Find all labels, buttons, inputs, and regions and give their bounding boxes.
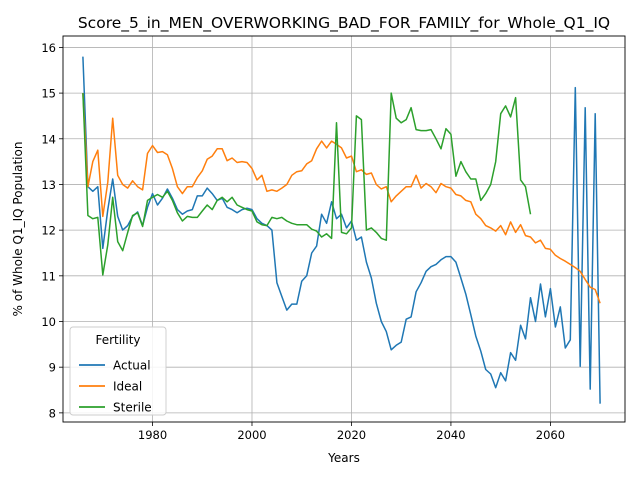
x-axis-label: Years bbox=[327, 451, 360, 465]
legend-title: Fertility bbox=[95, 333, 140, 347]
x-tick-label: 2000 bbox=[237, 428, 266, 442]
y-axis-label: % of Whole Q1_IQ Population bbox=[11, 142, 25, 317]
plot-area-frame bbox=[62, 35, 626, 423]
y-tick-label: 9 bbox=[49, 361, 56, 375]
y-tick-label: 13 bbox=[41, 178, 56, 192]
x-tick-label: 2060 bbox=[536, 428, 565, 442]
legend-box bbox=[69, 326, 167, 416]
chart-title: Score_5_in_MEN_OVERWORKING_BAD_FOR_FAMIL… bbox=[78, 14, 610, 33]
x-tick-label: 2020 bbox=[337, 428, 366, 442]
y-tick-label: 14 bbox=[41, 132, 56, 146]
axis-ticks: 1980 2000 2020 2040 2060 8 9 10 11 12 13 14 15 16 bbox=[41, 41, 565, 442]
x-tick-label: 1980 bbox=[138, 428, 167, 442]
series-lines bbox=[82, 56, 601, 404]
y-tick-label: 15 bbox=[41, 87, 56, 101]
legend-label-actual: Actual bbox=[113, 359, 151, 373]
y-tick-label: 10 bbox=[41, 315, 56, 329]
y-tick-label: 11 bbox=[41, 269, 56, 283]
x-tick-label: 2040 bbox=[436, 428, 465, 442]
y-tick-label: 8 bbox=[49, 406, 56, 420]
y-tick-label: 12 bbox=[41, 224, 56, 238]
series-line-actual bbox=[82, 56, 601, 404]
legend: Fertility Actual Ideal Sterile bbox=[69, 326, 167, 416]
series-line-sterile bbox=[82, 92, 532, 276]
legend-label-ideal: Ideal bbox=[113, 380, 142, 394]
series-line-ideal bbox=[82, 93, 601, 304]
y-tick-label: 16 bbox=[41, 41, 56, 55]
legend-label-sterile: Sterile bbox=[113, 401, 152, 415]
